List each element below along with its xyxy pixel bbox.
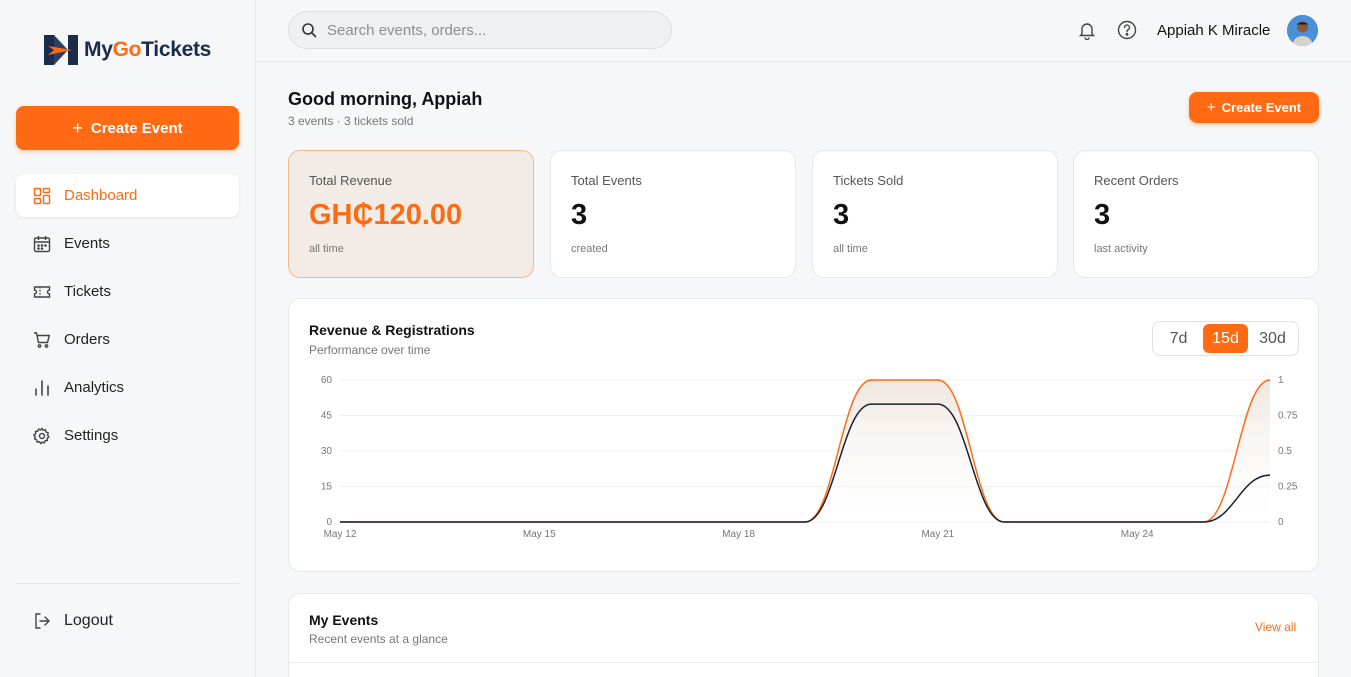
stat-sub: last activity	[1094, 243, 1148, 255]
sidebar-item-tickets[interactable]: Tickets	[16, 270, 239, 313]
plus-icon: +	[72, 118, 83, 138]
stat-sub: created	[571, 243, 608, 255]
sidebar-item-analytics[interactable]: Analytics	[16, 366, 239, 409]
sidebar-item-label: Dashboard	[64, 187, 138, 204]
create-event-button[interactable]: + Create Event	[1189, 92, 1319, 123]
y-left-tick-label: 15	[321, 482, 333, 493]
sidebar-create-event-button[interactable]: + Create Event	[16, 106, 239, 150]
logout-button[interactable]: Logout	[33, 612, 113, 630]
revenue-registrations-card: Revenue & Registrations Performance over…	[288, 298, 1319, 572]
y-left-tick-label: 45	[321, 411, 333, 422]
bell-icon[interactable]	[1077, 20, 1097, 40]
x-tick-label: May 18	[722, 529, 755, 540]
topbar: Appiah K Miracle	[256, 0, 1351, 62]
y-left-tick-label: 0	[326, 517, 332, 528]
page-title: Good morning, Appiah	[288, 89, 483, 109]
brand-logo[interactable]: MyGoTickets	[42, 31, 211, 69]
card-divider	[289, 662, 1318, 663]
logo-icon	[44, 35, 78, 65]
logout-icon	[35, 613, 50, 629]
view-all-link[interactable]: View all	[1255, 620, 1297, 634]
y-right-tick-label: 1	[1278, 375, 1284, 386]
y-right-tick-label: 0.25	[1278, 482, 1298, 493]
y-left-tick-label: 30	[321, 446, 333, 457]
bar-chart-icon	[35, 379, 49, 396]
help-icon[interactable]	[1117, 20, 1137, 40]
y-right-tick-label: 0.75	[1278, 411, 1298, 422]
stat-card-tickets-sold: Tickets Sold 3 all time	[812, 150, 1058, 278]
y-right-tick-label: 0	[1278, 517, 1284, 528]
ticket-icon	[33, 285, 51, 298]
sidebar-item-dashboard[interactable]: Dashboard	[16, 174, 239, 217]
sidebar-divider	[16, 583, 239, 584]
card-subtitle: Recent events at a glance	[309, 632, 448, 646]
stat-sub: all time	[833, 243, 868, 255]
stat-value: 3	[1094, 199, 1111, 231]
search-icon	[302, 23, 317, 38]
stat-card-total-revenue: Total Revenue GH₵120.00 all time	[288, 150, 534, 278]
page-summary: 3 events · 3 tickets sold	[288, 114, 414, 128]
range-option-30d[interactable]: 30d	[1259, 329, 1286, 347]
stat-label: Tickets Sold	[833, 173, 904, 188]
brand-name: MyGoTickets	[84, 38, 212, 61]
stat-value: 3	[833, 199, 850, 231]
stat-card-total-events: Total Events 3 created	[550, 150, 796, 278]
x-tick-label: May 21	[921, 529, 954, 540]
sidebar-item-events[interactable]: Events	[16, 222, 239, 265]
stat-label: Total Revenue	[309, 173, 393, 188]
sidebar-item-settings[interactable]: Settings	[16, 414, 239, 457]
x-tick-label: May 24	[1121, 529, 1154, 540]
cart-icon	[34, 331, 51, 348]
sidebar: MyGoTickets + Create Event Dashboard Eve…	[0, 0, 256, 677]
stat-label: Total Events	[571, 173, 642, 188]
sidebar-nav: Dashboard Events Tickets Orders Analytic…	[16, 174, 239, 462]
range-toggle: 7d 15d 30d	[1152, 321, 1299, 356]
stat-sub: all time	[309, 243, 344, 255]
sidebar-item-label: Orders	[64, 331, 110, 348]
sidebar-item-label: Settings	[64, 427, 119, 444]
range-option-15d[interactable]: 15d	[1203, 324, 1248, 353]
x-tick-label: May 15	[523, 529, 556, 540]
sidebar-item-label: Analytics	[64, 379, 125, 396]
calendar-icon	[33, 235, 51, 252]
user-avatar-icon	[1287, 15, 1318, 46]
search-box[interactable]	[288, 11, 672, 49]
stat-label: Recent Orders	[1094, 173, 1179, 188]
x-tick-label: May 12	[324, 529, 357, 540]
y-right-tick-label: 0.5	[1278, 446, 1292, 457]
card-title: My Events	[309, 612, 379, 628]
sidebar-item-label: Events	[64, 235, 110, 252]
gear-icon	[33, 426, 50, 445]
search-input[interactable]	[327, 21, 647, 39]
sidebar-item-orders[interactable]: Orders	[16, 318, 239, 361]
range-option-7d[interactable]: 7d	[1169, 329, 1188, 347]
stat-card-recent-orders: Recent Orders 3 last activity	[1073, 150, 1319, 278]
stat-value: 3	[571, 199, 588, 231]
sidebar-item-label: Tickets	[64, 283, 111, 300]
plus-icon: +	[1206, 99, 1216, 116]
series-line-1	[339, 403, 1271, 523]
card-title: Revenue & Registrations	[309, 322, 475, 338]
dashboard-icon	[33, 187, 51, 204]
stat-value: GH₵120.00	[309, 199, 463, 231]
avatar[interactable]	[1287, 15, 1318, 46]
card-subtitle: Performance over time	[309, 343, 431, 357]
y-left-tick-label: 60	[321, 375, 333, 386]
revenue-chart: 0 15 30 45 60 0 0.25 0.5 0.75 1 May 12 May 15 May 18…	[321, 375, 1298, 540]
my-events-card: My Events Recent events at a glance View…	[288, 593, 1319, 677]
user-name[interactable]: Appiah K Miracle	[1157, 22, 1271, 39]
